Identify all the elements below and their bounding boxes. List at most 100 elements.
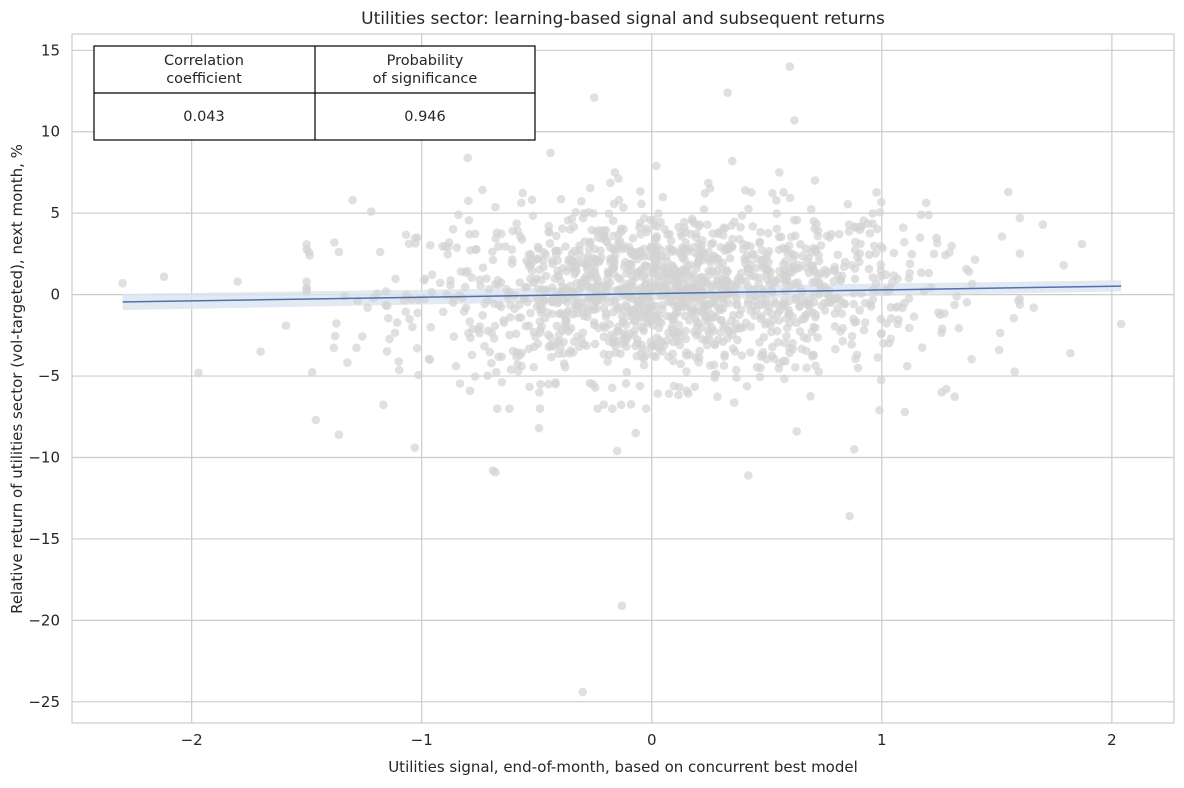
data-point	[404, 239, 414, 249]
data-point	[1010, 367, 1020, 376]
data-point	[233, 277, 242, 286]
data-point	[577, 197, 586, 206]
data-point	[590, 320, 599, 330]
data-point	[915, 233, 925, 242]
data-point	[575, 245, 584, 254]
data-point	[746, 188, 756, 197]
data-point	[785, 193, 795, 203]
data-point	[614, 174, 623, 183]
data-point	[521, 283, 530, 292]
data-point	[813, 333, 822, 342]
data-point	[744, 471, 753, 480]
data-point	[855, 306, 864, 315]
data-point	[728, 344, 738, 353]
data-point	[924, 268, 934, 278]
data-point	[455, 290, 464, 300]
data-point	[787, 263, 797, 273]
data-point	[512, 219, 521, 228]
data-point	[480, 341, 489, 351]
data-point	[717, 291, 727, 300]
data-point	[553, 271, 563, 281]
data-point	[873, 353, 883, 362]
data-point	[806, 205, 816, 214]
data-point	[868, 295, 878, 304]
data-point	[598, 282, 608, 291]
data-point	[628, 251, 638, 260]
data-point	[782, 331, 791, 341]
data-point	[589, 209, 598, 218]
data-point	[731, 365, 741, 375]
data-point	[664, 292, 673, 301]
data-point	[505, 287, 514, 297]
data-point	[660, 279, 670, 289]
data-point	[465, 317, 474, 326]
data-point	[614, 195, 624, 205]
data-point	[488, 255, 498, 265]
data-point	[538, 295, 548, 305]
data-point	[628, 233, 638, 243]
data-point	[761, 254, 770, 263]
data-point	[879, 339, 888, 348]
data-point	[535, 404, 545, 413]
data-point	[714, 277, 724, 286]
data-point	[658, 192, 668, 202]
data-point	[780, 374, 789, 384]
data-point	[440, 241, 450, 251]
y-tick-label: 0	[50, 286, 60, 304]
data-point	[674, 390, 683, 400]
data-point	[443, 249, 453, 259]
data-point	[763, 228, 773, 238]
plot-frame	[71, 33, 1175, 724]
data-point	[330, 331, 340, 341]
data-point	[864, 250, 874, 259]
data-point	[539, 262, 548, 272]
data-point	[814, 367, 824, 376]
data-point	[390, 328, 400, 338]
data-point	[891, 303, 901, 312]
data-point	[950, 300, 959, 310]
data-point	[491, 467, 500, 477]
data-point	[854, 257, 864, 267]
data-point	[689, 272, 699, 281]
data-point	[588, 267, 598, 277]
y-tick-label: −5	[38, 367, 60, 385]
data-point	[621, 379, 631, 388]
data-point	[677, 232, 687, 241]
data-point	[622, 367, 632, 377]
data-point	[516, 232, 525, 241]
data-point	[856, 289, 866, 298]
data-point	[744, 268, 753, 278]
data-point	[743, 282, 753, 292]
data-point	[691, 331, 701, 340]
data-point	[560, 362, 570, 372]
data-point	[516, 313, 526, 322]
data-point	[478, 311, 488, 320]
data-point	[877, 329, 886, 339]
data-point	[608, 216, 618, 225]
data-point	[694, 256, 703, 266]
data-point	[585, 378, 595, 388]
data-point	[637, 199, 646, 209]
data-point	[381, 287, 391, 296]
data-point	[394, 365, 404, 375]
data-point	[667, 322, 677, 332]
data-point	[833, 250, 843, 259]
data-point	[493, 275, 503, 285]
data-point	[475, 275, 484, 285]
data-point	[719, 322, 728, 332]
data-point	[698, 291, 708, 301]
data-point	[609, 256, 618, 266]
data-point	[612, 446, 622, 456]
data-point	[884, 287, 894, 296]
data-point	[967, 279, 977, 289]
data-point	[805, 307, 814, 317]
data-point	[675, 382, 684, 392]
data-point	[639, 353, 649, 363]
data-point	[833, 303, 843, 313]
data-point	[405, 314, 414, 324]
data-point	[603, 267, 613, 277]
data-point	[1009, 313, 1019, 323]
data-point	[926, 283, 936, 292]
y-tick-label: −10	[28, 448, 60, 466]
data-point	[526, 250, 536, 259]
